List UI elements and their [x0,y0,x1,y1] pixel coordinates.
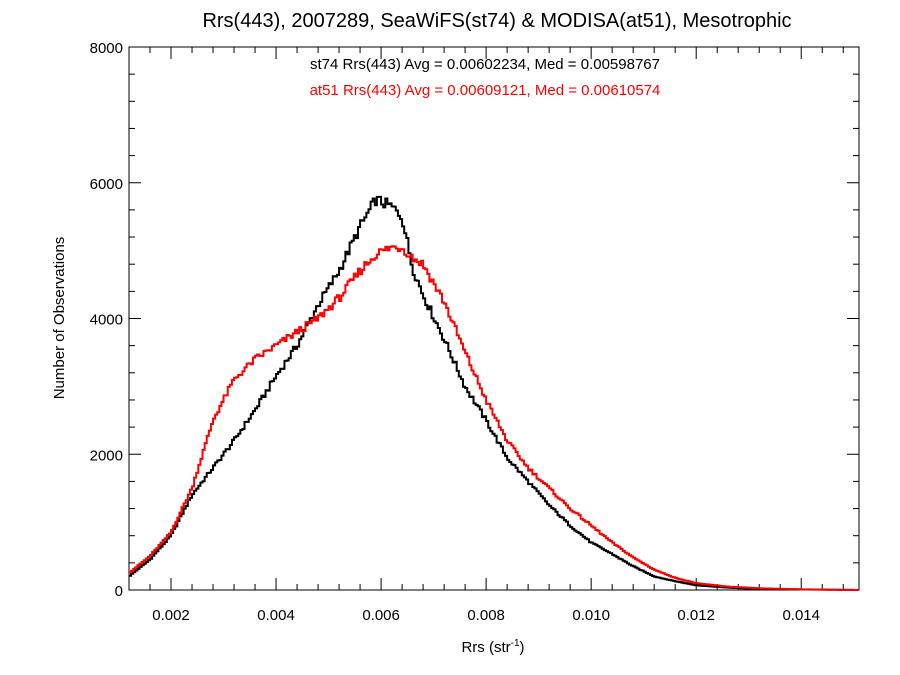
y-axis: 0 2000 4000 6000 8000 [90,40,859,600]
x-tick-label: 0.002 [152,607,190,624]
x-axis-title-main: Rrs (str [461,639,510,656]
series-line-1 [129,245,859,591]
series-line-0 [129,195,859,591]
y-tick-label: 6000 [90,176,123,193]
x-tick-label: 0.014 [782,607,820,624]
x-axis-title-close: ) [520,639,525,656]
x-tick-label: 0.006 [362,607,400,624]
x-tick-label: 0.004 [257,607,295,624]
x-axis-title-superscript: -1 [511,638,520,649]
plot-frame [128,46,860,591]
annotation-st74: st74 Rrs(443) Avg = 0.00602234, Med = 0.… [310,56,660,73]
x-axis-title: Rrs (str-1) [461,638,524,656]
x-axis: 0.002 0.004 0.006 0.008 0.010 0.012 0.014 [128,47,844,624]
y-tick-label: 4000 [90,312,123,329]
x-tick-label: 0.008 [467,607,505,624]
series-group [129,195,859,591]
y-axis-title: Number of Observations [51,237,68,400]
x-tick-label: 0.010 [572,607,610,624]
x-tick-label: 0.012 [677,607,715,624]
y-tick-label: 8000 [90,40,123,57]
y-tick-label: 2000 [90,447,123,464]
chart-title: Rrs(443), 2007289, SeaWiFS(st74) & MODIS… [202,10,791,32]
y-tick-label: 0 [115,583,123,600]
annotation-at51: at51 Rrs(443) Avg = 0.00609121, Med = 0.… [310,82,661,99]
